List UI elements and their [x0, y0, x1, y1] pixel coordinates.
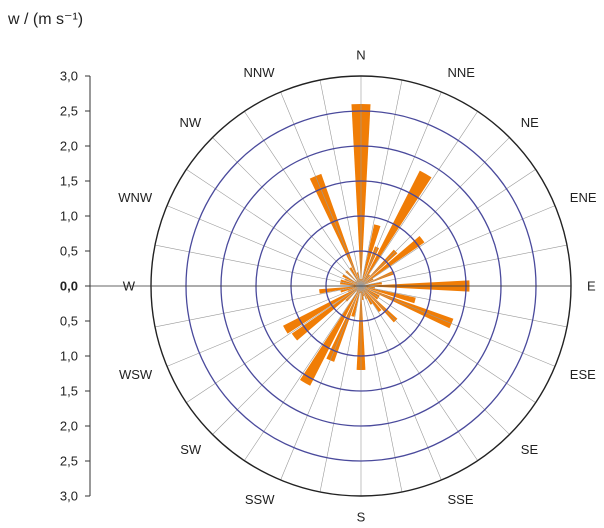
direction-label: NNE: [447, 65, 475, 80]
y-tick-label: 2,5: [60, 454, 78, 469]
direction-label: N: [356, 48, 365, 63]
direction-label: ENE: [570, 190, 597, 205]
direction-label: NNW: [243, 65, 275, 80]
bar-sector: [309, 173, 361, 286]
direction-label: SSE: [447, 492, 473, 507]
direction-label: SE: [521, 442, 539, 457]
y-tick-label: 1,5: [60, 384, 78, 399]
y-tick-label: 2,5: [60, 104, 78, 119]
bar-sector: [356, 272, 361, 286]
bar-sector: [326, 286, 361, 362]
bar-sector: [340, 279, 361, 286]
axis-unit-label: w / (m s⁻¹): [7, 11, 83, 28]
y-tick-label: 2,0: [60, 139, 78, 154]
direction-label: S: [357, 510, 366, 525]
bar-sector: [361, 270, 394, 286]
y-tick-label: 1,0: [60, 209, 78, 224]
bar-sector: [291, 286, 361, 341]
y-tick-label: 1,5: [60, 174, 78, 189]
y-tick-label: 0,5: [60, 244, 78, 259]
direction-label: W: [123, 279, 136, 294]
bar-sector: [361, 170, 432, 286]
y-tick-label: 0,0: [60, 279, 78, 294]
direction-label: SW: [180, 442, 202, 457]
bar-sector: [361, 235, 425, 286]
direction-label: WNW: [118, 190, 153, 205]
bar-sector: [361, 286, 454, 329]
grid-layer: [90, 75, 572, 497]
bar-sector: [361, 286, 379, 300]
bar-sector: [361, 224, 381, 286]
bars-layer: [283, 104, 470, 386]
direction-label: NW: [180, 115, 202, 130]
direction-labels: N NNE NE ENE E ESE SE SSE S SSW SW WSW W WNW NW NNW: [118, 48, 597, 525]
y-tick-label: 3,0: [60, 69, 78, 84]
y-tick-label: 3,0: [60, 489, 78, 504]
direction-label: E: [587, 279, 596, 294]
bar-sector: [300, 286, 361, 386]
direction-label: SSW: [245, 492, 275, 507]
direction-label: WSW: [119, 367, 153, 382]
bar-sector: [351, 286, 361, 317]
y-tick-label: 1,0: [60, 349, 78, 364]
bar-sector: [361, 286, 416, 304]
direction-label: NE: [521, 115, 539, 130]
bar-sector: [361, 286, 382, 312]
y-tick-label: 0,5: [60, 314, 78, 329]
bar-sector: [283, 286, 361, 334]
y-tick-label: 2,0: [60, 419, 78, 434]
y-axis: 3,0 2,5 2,0 1,5 1,0 0,5 0,0 0,5 1,0 1,5 2,0 2,5 3,0: [60, 69, 91, 504]
bar-sector: [340, 286, 361, 293]
direction-label: ESE: [570, 367, 596, 382]
bar-sector: [361, 246, 380, 286]
